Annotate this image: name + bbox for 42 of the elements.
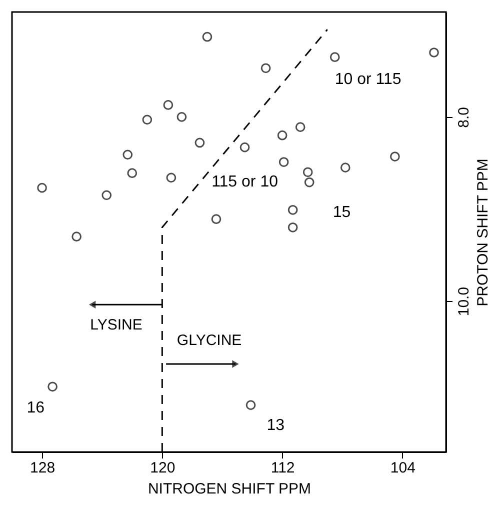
point — [390, 152, 400, 162]
annotation: 15 — [332, 204, 351, 221]
point — [166, 172, 176, 183]
point — [277, 130, 288, 140]
point — [340, 162, 350, 172]
x-tick-label: 104 — [390, 460, 416, 476]
point — [48, 382, 58, 392]
point — [202, 32, 212, 42]
annotation: 10 or 115 — [334, 71, 402, 88]
annotation: GLYCINE — [176, 332, 242, 349]
point — [288, 204, 298, 215]
y-tick-label: 8.0 — [456, 107, 472, 128]
point — [194, 138, 205, 148]
point — [246, 400, 256, 410]
point — [122, 150, 133, 160]
point — [163, 100, 174, 110]
point — [295, 122, 306, 132]
y-axis-title: PROTON SHIFT PPM — [474, 158, 492, 306]
x-tick-label: 128 — [30, 460, 56, 476]
point — [302, 167, 313, 178]
point — [330, 52, 340, 62]
y-tick-label: 10.0 — [456, 286, 472, 316]
point — [240, 142, 250, 152]
point — [127, 168, 138, 178]
point — [102, 190, 112, 200]
point — [176, 112, 187, 122]
point — [37, 182, 47, 193]
point — [304, 177, 314, 188]
point — [278, 157, 289, 167]
annotation: 16 — [26, 400, 45, 417]
point — [142, 114, 152, 125]
point — [288, 222, 298, 232]
point — [211, 214, 222, 224]
point — [72, 232, 82, 242]
x-axis-title: NITROGEN SHIFT PPM — [148, 480, 312, 498]
point — [260, 63, 271, 74]
x-tick-label: 120 — [150, 460, 176, 476]
annotation: 115 or 10 — [212, 173, 278, 190]
annotation: LYSINE — [90, 316, 142, 334]
annotation: 13 — [266, 417, 285, 434]
x-tick-label: 112 — [270, 460, 295, 476]
point — [429, 48, 439, 58]
